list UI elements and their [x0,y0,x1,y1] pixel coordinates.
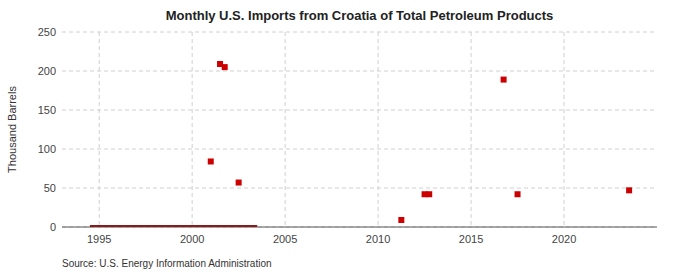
x-axis-line [62,227,657,228]
x-grid-line [192,32,193,227]
x-tick-label: 1995 [87,233,111,245]
title: Monthly U.S. Imports from Croatia of Tot… [166,8,554,23]
y-grid-line [62,188,657,189]
x-tick-label: 2010 [366,233,390,245]
y-tick-label: 50 [44,182,56,194]
x-tick-label: 2005 [273,233,297,245]
x-tick-label: 2015 [459,233,483,245]
point [626,187,632,193]
point [222,64,228,70]
x-grid-line [471,32,472,227]
point [398,217,404,223]
y-tick-label: 100 [38,143,56,155]
y-grid-line [62,71,657,72]
y-grid-line [62,149,657,150]
grid [62,32,657,227]
point [208,158,214,164]
y-grid-line [62,32,657,33]
y-tick-label: 200 [38,65,56,77]
point [501,77,507,83]
point [426,191,432,197]
x-tick-label: 2020 [552,233,576,245]
y-grid-line [62,227,657,228]
y-axis-label: Thousand Barrels [6,86,18,173]
y-tick-label: 0 [50,221,56,233]
x-grid-line [285,32,286,227]
plot-area [90,61,632,227]
x-grid-line [99,32,100,227]
x-tick-label: 2000 [180,233,204,245]
x-grid-line [378,32,379,227]
y-tick-label: 150 [38,104,56,116]
line [90,225,257,227]
y-grid-line [62,110,657,111]
chart: 0 50 100 150 200 250 1995 2000 2005 2010 2015 2020 M… [0,0,675,275]
point [515,191,521,197]
point [236,180,242,186]
source: Source: U.S. Energy Information Administ… [62,258,272,269]
y-tick-label: 250 [38,26,56,38]
x-grid-line [564,32,565,227]
